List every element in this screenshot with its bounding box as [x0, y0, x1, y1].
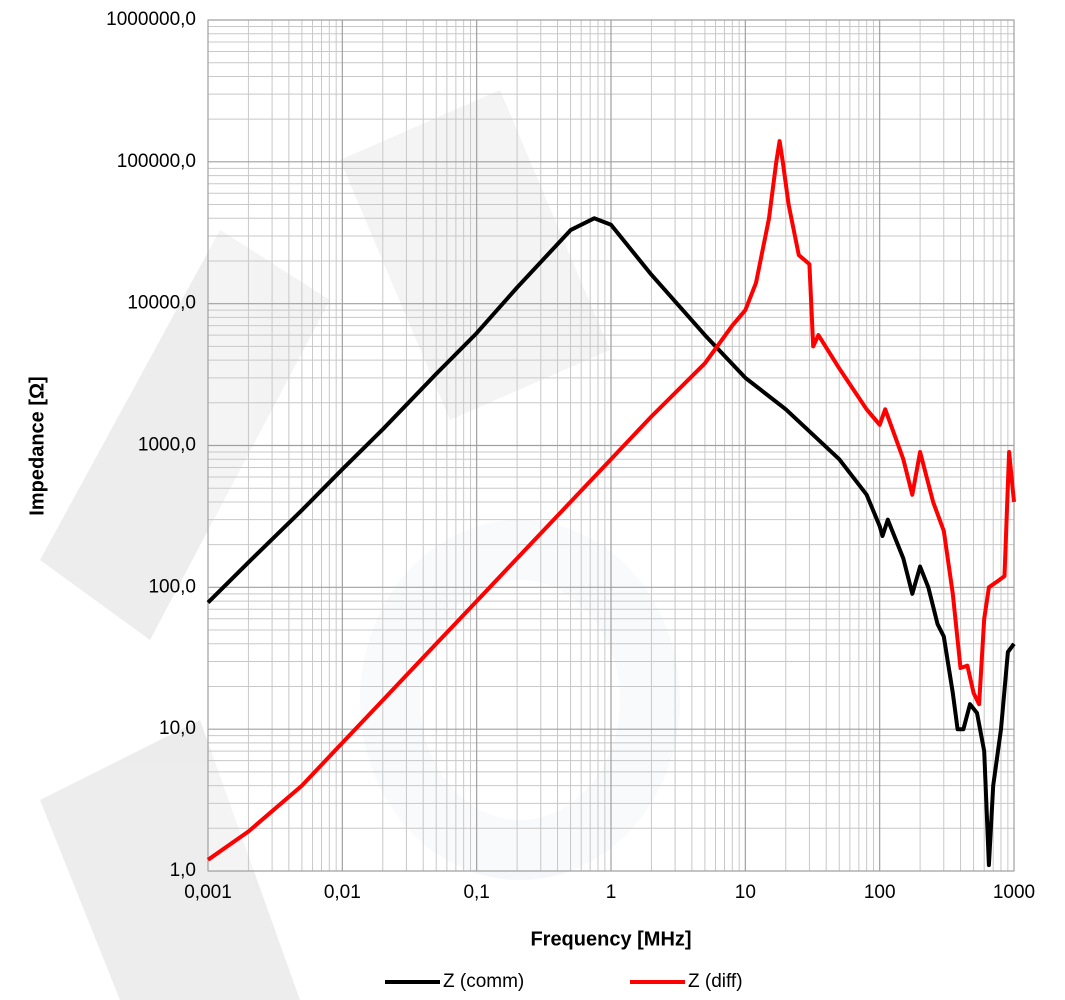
x-tick-label: 1000 [993, 882, 1035, 903]
y-tick-label: 10000,0 [127, 293, 196, 314]
legend-label: Z (comm) [443, 971, 524, 992]
y-tick-label: 100,0 [148, 576, 196, 597]
x-tick-label: 0,001 [184, 882, 232, 903]
series-line [206, 139, 1016, 862]
x-tick-label: 0,01 [324, 882, 361, 903]
x-tick-label: 100 [864, 882, 896, 903]
watermark [40, 90, 680, 1000]
y-tick-label: 100000,0 [117, 151, 196, 172]
y-axis-title: Impedance [Ω] [26, 376, 48, 515]
series-line [206, 216, 1016, 868]
x-tick-label: 10 [735, 882, 756, 903]
legend-label: Z (diff) [688, 971, 743, 992]
y-tick-label: 1000000,0 [106, 9, 196, 30]
y-tick-label: 1000,0 [138, 435, 196, 456]
y-tick-label: 1,0 [170, 860, 196, 881]
plot-border [207, 19, 1015, 872]
legend-item: Z (diff) [630, 971, 743, 992]
x-axis-title: Frequency [MHz] [530, 928, 691, 950]
x-tick-label: 0,1 [463, 882, 489, 903]
x-tick-label: 1 [606, 882, 617, 903]
legend-item: Z (comm) [385, 971, 524, 992]
y-tick-label: 10,0 [159, 718, 196, 739]
